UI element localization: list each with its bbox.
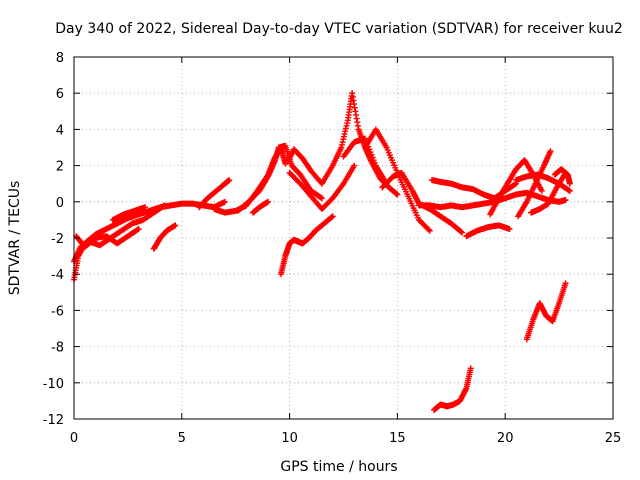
data-point xyxy=(318,195,325,202)
series-arc-7 xyxy=(196,177,233,211)
x-tick-label: 5 xyxy=(178,431,186,446)
y-tick-label: -12 xyxy=(43,413,64,428)
data-point xyxy=(459,229,466,236)
tick-labels: 0 5 10 15 20 25 -12 -10 -8 -6 -4 -2 0 2 4 6 8 xyxy=(43,51,622,446)
data-point xyxy=(547,148,554,155)
data-point xyxy=(362,135,369,142)
data-point xyxy=(538,187,545,194)
series-arc-10 xyxy=(284,90,356,187)
data-point xyxy=(566,180,573,187)
y-tick-label: -8 xyxy=(51,341,64,356)
data-point xyxy=(265,198,272,205)
data-marks xyxy=(71,90,573,413)
data-point xyxy=(371,159,378,166)
data-point xyxy=(562,280,569,287)
series-arc-20 xyxy=(515,148,554,220)
grid-lines xyxy=(74,57,613,419)
series-arc-21 xyxy=(512,171,573,194)
series-arc-4 xyxy=(109,204,149,223)
data-point xyxy=(467,365,474,372)
data-point xyxy=(566,187,573,194)
data-point xyxy=(367,149,374,156)
ticks xyxy=(73,56,614,420)
data-point xyxy=(221,198,228,205)
data-point xyxy=(369,154,376,161)
y-tick-label: 0 xyxy=(56,196,64,211)
series-arc-25 xyxy=(431,365,474,413)
series-arc-8 xyxy=(234,142,325,214)
data-point xyxy=(426,227,433,234)
x-tick-label: 15 xyxy=(389,431,406,446)
series-arc-11 xyxy=(286,162,358,213)
y-tick-label: -6 xyxy=(51,304,64,319)
x-axis-label: GPS time / hours xyxy=(280,459,397,475)
data-point xyxy=(366,146,373,153)
data-point xyxy=(226,177,233,184)
series-arc-9 xyxy=(249,198,272,216)
data-point xyxy=(161,202,168,209)
data-point xyxy=(142,204,149,211)
y-axis-label: SDTVAR / TECUs xyxy=(7,181,23,296)
data-point xyxy=(370,157,377,164)
series-arc-23 xyxy=(551,166,573,187)
series-arc-2 xyxy=(71,202,168,265)
y-tick-label: -2 xyxy=(51,232,64,247)
data-point xyxy=(393,190,400,197)
y-tick-label: 8 xyxy=(56,51,64,66)
y-tick-label: 6 xyxy=(56,87,64,102)
chart-title: Day 340 of 2022, Sidereal Day-to-day VTE… xyxy=(55,21,623,37)
data-point xyxy=(160,203,167,210)
data-point xyxy=(368,151,375,158)
series-arc-18 xyxy=(463,222,513,240)
data-point xyxy=(172,222,179,229)
y-tick-label: 4 xyxy=(56,123,64,138)
data-point xyxy=(329,213,336,220)
series-arc-3 xyxy=(73,225,142,251)
y-tick-label: 2 xyxy=(56,160,64,175)
x-tick-label: 20 xyxy=(497,431,514,446)
data-point xyxy=(565,187,572,194)
series-arc-24 xyxy=(277,213,336,278)
data-point xyxy=(511,181,518,188)
x-tick-label: 10 xyxy=(281,431,298,446)
series-arc-26 xyxy=(523,280,569,343)
y-tick-label: -4 xyxy=(51,268,64,283)
data-point xyxy=(328,214,335,221)
data-point xyxy=(425,226,432,233)
data-point xyxy=(135,225,142,232)
data-point xyxy=(317,194,324,201)
series-arc-5 xyxy=(150,222,179,252)
data-point xyxy=(351,162,358,169)
data-point xyxy=(458,228,465,235)
x-tick-label: 25 xyxy=(605,431,622,446)
data-point xyxy=(506,225,513,232)
data-point xyxy=(562,196,569,203)
x-tick-label: 0 xyxy=(70,431,78,446)
data-point xyxy=(394,191,401,198)
y-tick-label: -10 xyxy=(43,377,64,392)
data-point xyxy=(134,226,141,233)
